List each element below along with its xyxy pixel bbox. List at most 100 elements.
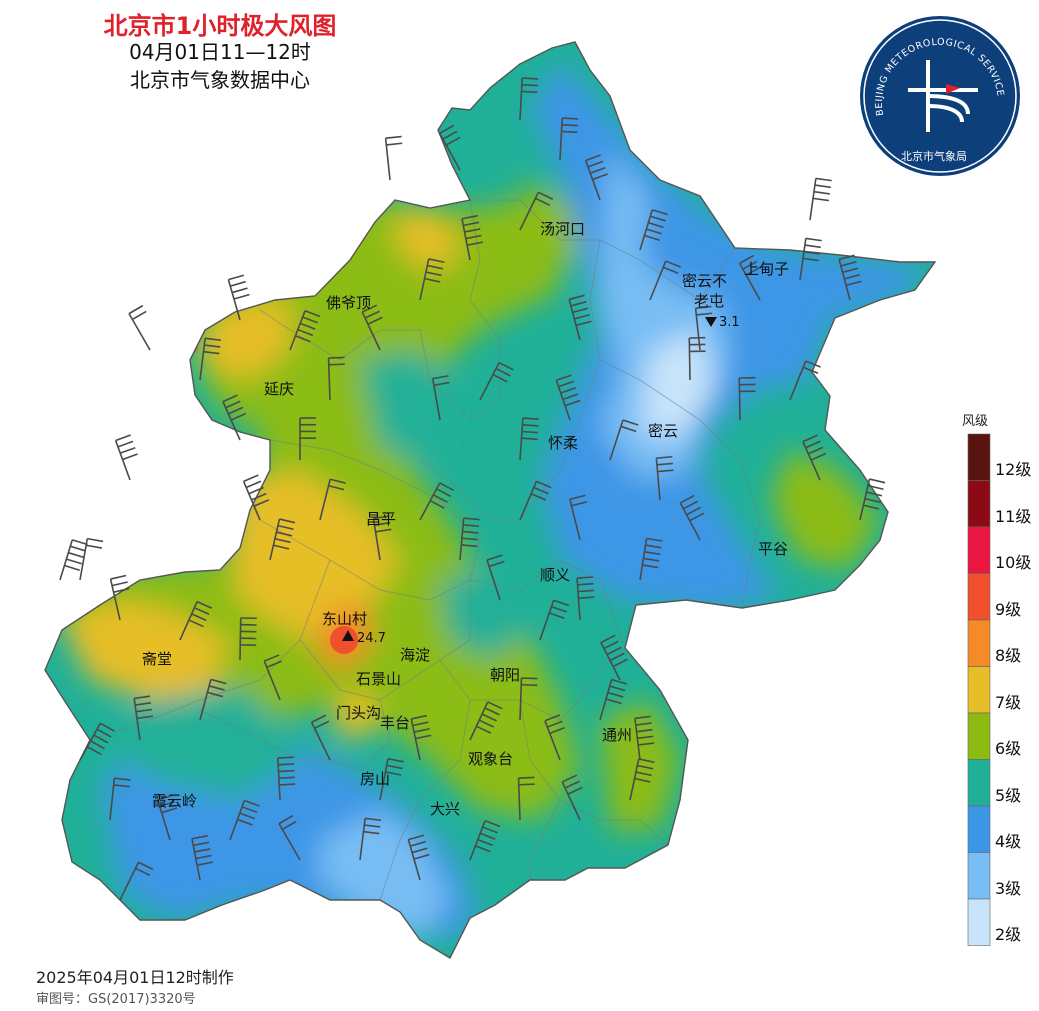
place-foyeding: 佛爷顶	[326, 294, 371, 312]
wind-barb-feather	[253, 499, 270, 507]
wind-barb-feather	[656, 462, 673, 466]
wind-barb-feather	[530, 492, 547, 501]
wind-barb-feather	[134, 695, 151, 700]
wind-barb-feather	[138, 861, 154, 870]
wind-barb-feather	[808, 446, 824, 455]
wind-barb-feather	[328, 484, 345, 491]
wind-barb-feather	[646, 228, 662, 235]
legend-title: 风级	[962, 414, 989, 429]
wind-barb-feather	[244, 799, 260, 807]
wind-barb-feather	[90, 740, 105, 750]
wind-barb-feather	[577, 576, 594, 579]
place-miyun: 密云	[648, 422, 678, 440]
wind-barb-feather	[567, 786, 583, 795]
wind-barb-feather	[385, 135, 402, 140]
wind-barb-feather	[536, 480, 552, 489]
wind-barb-feather	[210, 678, 227, 685]
wind-barb-feather	[637, 735, 654, 740]
wind-barb-feather	[498, 361, 514, 371]
wind-barb-feather	[273, 544, 290, 550]
wind-barb-feather	[461, 544, 478, 548]
wind-barb-feather	[686, 506, 702, 516]
wind-barb-feather	[522, 417, 539, 421]
wind-barb-feather	[695, 305, 712, 310]
wind-barb-feather	[113, 587, 130, 593]
wind-barb	[600, 642, 621, 681]
wind-barb-feather	[637, 764, 654, 770]
wind-barb-feather	[365, 817, 382, 822]
wind-barb-feather	[484, 707, 500, 716]
wind-barb-feather	[813, 190, 830, 195]
wind-barb-feather	[411, 714, 428, 720]
legend-label: 12级	[995, 460, 1032, 479]
legend-label: 3级	[995, 878, 1022, 898]
wind-barb-feather	[194, 848, 211, 853]
wind-barb-feather	[636, 728, 653, 733]
place-shijingshan: 石景山	[356, 670, 401, 688]
wind-barb-feather	[278, 776, 295, 779]
wind-barb-feather	[812, 197, 829, 202]
hotspot-9-level-west	[182, 338, 198, 354]
wind-barb-feather	[367, 316, 383, 325]
wind-barb	[384, 138, 391, 181]
wind-barb-feather	[635, 722, 652, 726]
wind-barb-feather	[842, 267, 859, 274]
wind-barb-feather	[433, 494, 448, 504]
wind-barb-feather	[638, 758, 655, 764]
production-date: 2025年04月01日12时制作	[36, 968, 234, 987]
wind-barb-feather	[475, 845, 491, 853]
wind-barb-feather	[135, 708, 152, 713]
wind-barb	[838, 259, 851, 301]
wind-barb-feather	[488, 560, 505, 568]
wind-barb-feather	[679, 494, 695, 504]
wind-barb-feather	[479, 832, 496, 840]
min-station-value: 3.1	[719, 315, 740, 330]
wind-barb-feather	[564, 780, 580, 789]
wind-barb-feather	[553, 599, 570, 607]
wind-barb-feather	[87, 537, 104, 543]
wind-barb	[584, 160, 601, 201]
wind-barb-feather	[251, 492, 267, 501]
legend-label: 7级	[995, 692, 1022, 712]
wind-barb-feather	[562, 117, 579, 120]
legend-label: 11级	[995, 506, 1032, 526]
wind-barb-feather	[587, 160, 604, 168]
place-daxing: 大兴	[430, 800, 460, 818]
wind-barb-feather	[110, 574, 127, 580]
wind-barb-feather	[188, 619, 204, 628]
wind-barb-feather	[364, 310, 380, 319]
wind-barb-feather	[482, 826, 498, 834]
wind-barb-feather	[864, 497, 881, 504]
wind-barb	[327, 357, 331, 401]
wind-barb-feather	[486, 554, 503, 561]
wind-barb-feather	[810, 452, 827, 461]
wind-barb-feather	[549, 726, 565, 735]
place-shangdianzi: 上甸子	[744, 260, 789, 278]
wind-barb-feather	[606, 646, 622, 656]
wind-barb-feather	[432, 375, 449, 380]
wind-barb-feather	[442, 130, 458, 140]
wind-barb-feather	[413, 853, 430, 860]
wind-barb-feather	[115, 434, 131, 442]
legend-color-bar	[967, 433, 991, 946]
wind-barb-feather	[428, 258, 445, 264]
place-tanghekou: 汤河口	[540, 220, 585, 238]
legend-label: 6级	[995, 739, 1022, 758]
wind-barb-feather	[241, 806, 258, 814]
wind-barb-feather	[592, 173, 608, 181]
wind-barb-feather	[193, 841, 210, 847]
wind-barb-feather	[439, 482, 455, 492]
legend-label: 10级	[995, 553, 1032, 572]
wind-barb-feather	[533, 486, 549, 495]
wind-barb-feather	[461, 214, 478, 220]
place-labels: 汤河口 上甸子 密云不 老屯 佛爷顶 延庆 怀柔 密云 昌平 平谷 顺义 东山村…	[142, 220, 789, 818]
wind-barb-feather	[689, 512, 705, 522]
legend-swatch	[967, 852, 991, 900]
wind-barb-feather	[231, 287, 248, 294]
wind-barb-feather	[549, 612, 565, 619]
wind-barb-feather	[521, 437, 538, 441]
wind-barb-feather	[804, 244, 821, 249]
logo-ring	[863, 19, 1017, 173]
wind-barb	[738, 377, 741, 421]
wind-barb-feather	[427, 264, 444, 270]
